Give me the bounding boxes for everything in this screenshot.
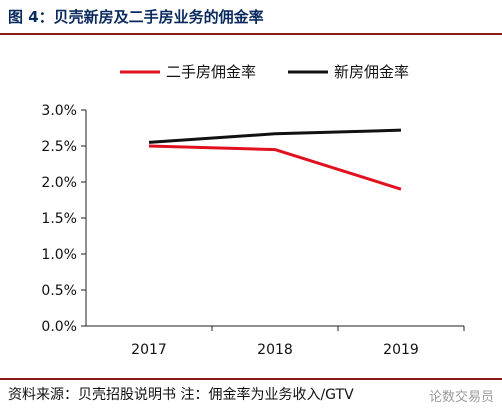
series-line-2 xyxy=(148,128,402,144)
x-tick-label: 2019 xyxy=(383,342,419,358)
series-line-1 xyxy=(148,144,402,191)
y-tick-label: 1.0% xyxy=(41,247,77,263)
x-tick-label: 2018 xyxy=(257,342,293,358)
y-tick-label: 0.5% xyxy=(41,283,77,299)
y-tick-label: 1.5% xyxy=(41,211,77,227)
source-note: 资料来源：贝壳招股说明书 注：佣金率为业务收入/GTV xyxy=(8,387,354,403)
legend-label-2: 新房佣金率 xyxy=(334,63,409,81)
title-divider xyxy=(0,33,502,35)
y-tick-label: 3.0% xyxy=(41,103,77,119)
footer-divider xyxy=(0,378,502,380)
x-tick-label: 2017 xyxy=(131,342,167,358)
watermark: 论数交易员 xyxy=(428,390,494,405)
y-tick-label: 0.0% xyxy=(41,319,77,335)
chart-title: 图 4：贝壳新房及二手房业务的佣金率 xyxy=(8,8,264,26)
y-tick-label: 2.5% xyxy=(41,139,77,155)
legend-label-1: 二手房佣金率 xyxy=(166,63,256,81)
y-tick-label: 2.0% xyxy=(41,175,77,191)
